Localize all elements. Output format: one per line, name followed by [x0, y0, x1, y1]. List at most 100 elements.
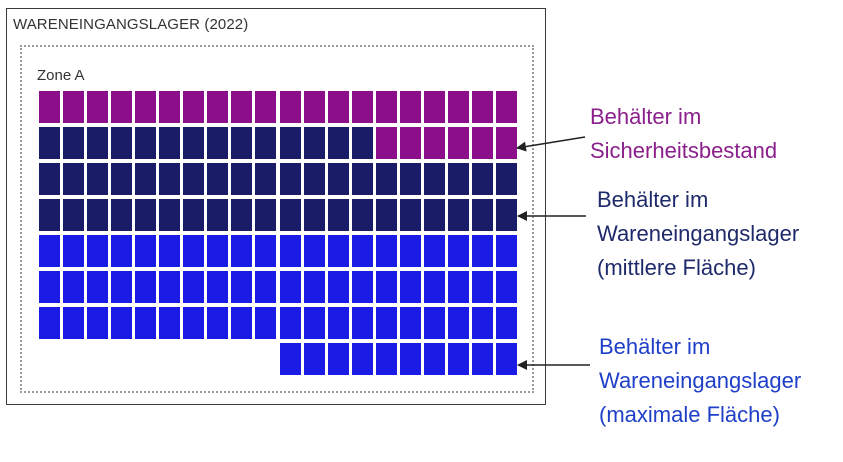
- container-cell-medium-area: [87, 163, 109, 195]
- container-cell-max-area: [159, 235, 181, 267]
- container-cell-medium-area: [447, 163, 469, 195]
- container-cell-max-area: [231, 235, 253, 267]
- container-cell-medium-area: [159, 163, 181, 195]
- container-cell-medium-area: [183, 199, 205, 231]
- container-cell-max-area: [135, 235, 157, 267]
- container-cell-max-area: [183, 235, 205, 267]
- container-cell-max-area: [327, 235, 349, 267]
- container-cell-medium-area: [159, 127, 181, 159]
- container-cell-max-area: [279, 307, 301, 339]
- container-cell-max-area: [423, 343, 445, 375]
- container-cell-medium-area: [279, 127, 301, 159]
- panel-title: WARENEINGANGSLAGER (2022): [13, 16, 249, 33]
- container-cell-medium-area: [111, 163, 133, 195]
- annotation-line: Sicherheitsbestand: [590, 138, 778, 163]
- container-cell-max-area: [159, 307, 181, 339]
- container-cell-max-area: [159, 271, 181, 303]
- zone-a-boundary: [20, 45, 534, 393]
- container-cell-medium-area: [63, 127, 85, 159]
- container-cell-max-area: [303, 343, 325, 375]
- container-cell-max-area: [39, 307, 60, 339]
- container-cell-max-area: [39, 271, 60, 303]
- container-cell-safety-stock: [375, 127, 397, 159]
- container-cell-max-area: [63, 307, 85, 339]
- container-cell-max-area: [183, 271, 205, 303]
- container-cell-max-area: [447, 343, 469, 375]
- container-cell-safety-stock: [63, 91, 85, 123]
- container-cell-max-area: [303, 235, 325, 267]
- container-cell-safety-stock: [111, 91, 133, 123]
- container-cell-medium-area: [399, 163, 421, 195]
- container-cell-safety-stock: [207, 91, 229, 123]
- container-cell-max-area: [471, 343, 493, 375]
- container-cell-medium-area: [351, 199, 373, 231]
- container-cell-medium-area: [39, 127, 60, 159]
- container-cell-max-area: [111, 271, 133, 303]
- container-cell-medium-area: [207, 199, 229, 231]
- container-cell-medium-area: [135, 163, 157, 195]
- container-cell-medium-area: [207, 127, 229, 159]
- container-cell-max-area: [279, 271, 301, 303]
- container-cell-max-area: [423, 271, 445, 303]
- container-cell-max-area: [111, 235, 133, 267]
- container-cell-max-area: [471, 271, 493, 303]
- container-cell-safety-stock: [135, 91, 157, 123]
- annotation-line: (maximale Fläche): [599, 402, 780, 427]
- container-cell-safety-stock: [231, 91, 253, 123]
- container-cell-max-area: [423, 307, 445, 339]
- container-cell-safety-stock: [255, 91, 277, 123]
- container-cell-max-area: [471, 235, 493, 267]
- container-cell-medium-area: [87, 199, 109, 231]
- container-cell-max-area: [207, 271, 229, 303]
- container-cell-medium-area: [111, 127, 133, 159]
- container-cell-safety-stock: [375, 91, 397, 123]
- container-cell-safety-stock: [471, 91, 493, 123]
- container-cell-medium-area: [375, 163, 397, 195]
- container-cell-max-area: [351, 235, 373, 267]
- container-cell-max-area: [351, 271, 373, 303]
- container-cell-max-area: [447, 235, 469, 267]
- container-cell-max-area: [207, 307, 229, 339]
- container-cell-max-area: [375, 307, 397, 339]
- container-cell-medium-area: [399, 199, 421, 231]
- container-cell-max-area: [351, 343, 373, 375]
- container-cell-max-area: [351, 307, 373, 339]
- container-cell-safety-stock: [159, 91, 181, 123]
- container-cell-medium-area: [63, 199, 85, 231]
- container-cell-max-area: [327, 271, 349, 303]
- container-cell-medium-area: [495, 199, 517, 231]
- container-cell-medium-area: [231, 127, 253, 159]
- container-cell-medium-area: [303, 199, 325, 231]
- container-cell-medium-area: [183, 127, 205, 159]
- container-cell-max-area: [423, 235, 445, 267]
- container-cell-medium-area: [495, 163, 517, 195]
- container-cell-medium-area: [63, 163, 85, 195]
- container-cell-medium-area: [255, 163, 277, 195]
- container-cell-medium-area: [231, 199, 253, 231]
- container-cell-medium-area: [351, 127, 373, 159]
- container-cell-medium-area: [39, 199, 60, 231]
- container-cell-max-area: [231, 307, 253, 339]
- container-cell-safety-stock: [87, 91, 109, 123]
- container-cell-medium-area: [447, 199, 469, 231]
- container-cell-max-area: [135, 307, 157, 339]
- container-cell-safety-stock: [495, 127, 517, 159]
- container-cell-max-area: [399, 235, 421, 267]
- annotation-line: Wareneingangslager: [599, 368, 802, 393]
- container-cell-max-area: [471, 307, 493, 339]
- container-cell-safety-stock: [39, 91, 60, 123]
- container-cell-max-area: [207, 235, 229, 267]
- container-cell-medium-area: [255, 127, 277, 159]
- annotation-line: Wareneingangslager: [597, 221, 800, 246]
- annotation-medium-area: Behälter im Wareneingangslager (mittlere…: [597, 183, 799, 285]
- container-cell-medium-area: [327, 199, 349, 231]
- container-cell-max-area: [399, 307, 421, 339]
- container-cell-medium-area: [327, 163, 349, 195]
- container-cell-safety-stock: [471, 127, 493, 159]
- annotation-safety-stock: Behälter im Sicherheitsbestand: [590, 100, 777, 168]
- container-cell-max-area: [231, 271, 253, 303]
- container-cell-safety-stock: [447, 127, 469, 159]
- annotation-line: Behälter im: [599, 334, 711, 359]
- container-cell-max-area: [87, 235, 109, 267]
